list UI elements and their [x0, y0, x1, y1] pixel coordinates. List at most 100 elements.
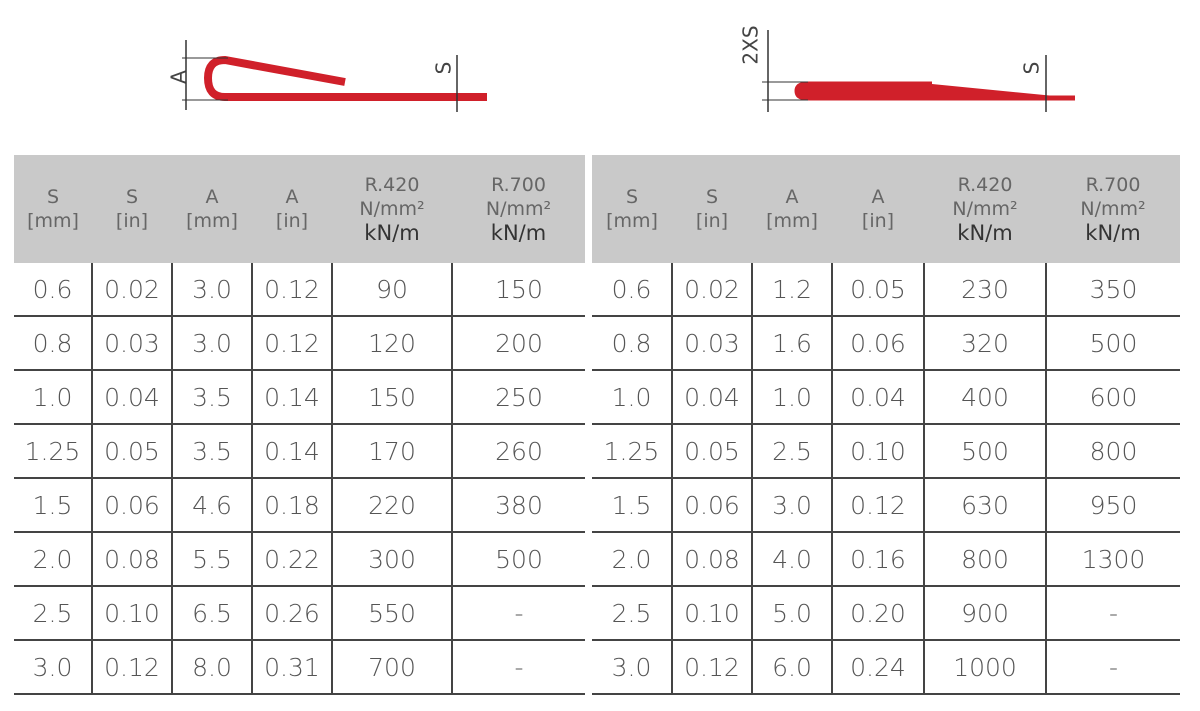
table-cell: 0.26	[251, 586, 332, 641]
table-cell: 350	[1045, 263, 1180, 317]
table-cell: 0.8	[14, 316, 92, 371]
header-line: N/mm²	[1080, 198, 1146, 220]
table-cell: 3.0	[592, 640, 672, 695]
dimension-label: S	[432, 62, 456, 75]
table-cell: 250	[451, 370, 585, 425]
table-row: 2.5 0.10 6.5 0.26 550-	[14, 586, 585, 641]
header-line: kN/m	[957, 221, 1013, 245]
table-cell: 6.0	[751, 640, 832, 695]
table-cell: 1.5	[14, 478, 92, 533]
header-line: [mm]	[606, 210, 658, 232]
header-line: S	[625, 186, 639, 208]
header-line: S	[125, 186, 139, 208]
table-cell: 200	[451, 316, 585, 371]
table-cell: 0.05	[671, 424, 752, 479]
table-cell: 380	[451, 478, 585, 533]
header-line: N/mm²	[359, 198, 425, 220]
header-cell: S [mm]	[592, 155, 672, 263]
table-cell: 220	[331, 478, 452, 533]
table-cell: 320	[923, 316, 1046, 371]
dimension-label: S	[1020, 62, 1044, 75]
header-cell: A [in]	[832, 155, 924, 263]
table-cell: 1.5	[592, 478, 672, 533]
table-row: 1.5 0.06 4.6 0.18 220 380	[14, 478, 585, 533]
table-row: 0.8 0.03 3.0 0.12 120 200	[14, 316, 585, 371]
table-cell: 0.08	[671, 532, 752, 587]
header-cell: S [in]	[672, 155, 752, 263]
table-body: 0.6 0.02 3.0 0.12 90 150 0.8 0.03 3.0 0.12 120 200 1…	[14, 263, 585, 695]
header-line: A	[871, 186, 885, 208]
table-cell: 3.5	[171, 370, 252, 425]
table-cell: 0.31	[251, 640, 332, 695]
header-cell: R.420 N/mm² kN/m	[924, 155, 1046, 263]
table-cell: 0.06	[91, 478, 172, 533]
table-cell: 300	[331, 532, 452, 587]
table-row: 3.0 0.12 6.0 0.24 1000-	[592, 640, 1180, 695]
header-line: R.420	[957, 174, 1013, 196]
table-cell: 400	[923, 370, 1046, 425]
table-cell: 800	[1045, 424, 1180, 479]
table-cell: 0.12	[251, 316, 332, 371]
table-cell: 1.0	[751, 370, 832, 425]
header-line: kN/m	[490, 221, 547, 245]
table-cell: 3.0	[171, 263, 252, 317]
table-cell: 500	[923, 424, 1046, 479]
header-line: [mm]	[27, 210, 79, 232]
table-cell: 1300	[1045, 532, 1180, 587]
table-cell: 1.25	[592, 424, 672, 479]
table-row: 2.5 0.10 5.0 0.20 900-	[592, 586, 1180, 641]
table-cell: 500	[451, 532, 585, 587]
table-cell: 0.04	[671, 370, 752, 425]
table-cell: 4.0	[751, 532, 832, 587]
table-cell: 700	[331, 640, 452, 695]
table-cell: 0.04	[91, 370, 172, 425]
table-row: 3.0 0.12 8.0 0.31 700-	[14, 640, 585, 695]
table-cell: 0.12	[831, 478, 924, 533]
dimension-label: 2XS	[739, 25, 763, 64]
table-cell: 0.18	[251, 478, 332, 533]
table-row: 1.0 0.04 3.5 0.14 150 250	[14, 370, 585, 425]
header-line: A	[285, 186, 299, 208]
table-cell: -	[1045, 640, 1180, 695]
table-cell: 0.24	[831, 640, 924, 695]
table-cell: 1.6	[751, 316, 832, 371]
table-cell: 0.02	[671, 263, 752, 317]
table-cell: 0.08	[91, 532, 172, 587]
table-cell: 0.10	[91, 586, 172, 641]
table-cell: 0.05	[831, 263, 924, 317]
table-row: 1.0 0.04 1.0 0.04 400 600	[592, 370, 1180, 425]
table-cell: 0.14	[251, 424, 332, 479]
table-cell: 5.0	[751, 586, 832, 641]
header-line: R.420	[364, 174, 420, 196]
header-cell: R.420 N/mm² kN/m	[332, 155, 452, 263]
table-cell: 550	[331, 586, 452, 641]
table-cell: 800	[923, 532, 1046, 587]
data-table: S [mm] S [in] A [mm] A [in] R.420 N/mm² kN/m R.700 N…	[592, 155, 1180, 695]
data-table: S [mm] S [in] A [mm] A [in] R.420 N/mm² kN/m R.700 N…	[14, 155, 585, 695]
table-row: 1.25 0.05 3.5 0.14 170 260	[14, 424, 585, 479]
table-cell: -	[1045, 586, 1180, 641]
diagram-fold: A S	[167, 40, 487, 112]
header-line: [in]	[695, 210, 729, 232]
table-cell: 120	[331, 316, 452, 371]
table-cell: 3.0	[14, 640, 92, 695]
table-cell: 500	[1045, 316, 1180, 371]
table-cell: 0.12	[251, 263, 332, 317]
table-cell: 3.0	[751, 478, 832, 533]
header-line: A	[205, 186, 219, 208]
table-cell: 0.06	[671, 478, 752, 533]
header-cell: A [mm]	[752, 155, 832, 263]
table-cell: 2.0	[14, 532, 92, 587]
table-row: 2.0 0.08 5.5 0.22 300 500	[14, 532, 585, 587]
table-cell: 6.5	[171, 586, 252, 641]
table-cell: 8.0	[171, 640, 252, 695]
table-cell: 0.16	[831, 532, 924, 587]
table-cell: 0.22	[251, 532, 332, 587]
header-line: N/mm²	[485, 198, 552, 220]
table-body: 0.6 0.02 1.2 0.05 230 350 0.8 0.03 1.6 0.06 320 500…	[592, 263, 1180, 695]
header-line: A	[785, 186, 799, 208]
table-cell: 260	[451, 424, 585, 479]
table-cell: 0.12	[91, 640, 172, 695]
table-row: 0.8 0.03 1.6 0.06 320 500	[592, 316, 1180, 371]
